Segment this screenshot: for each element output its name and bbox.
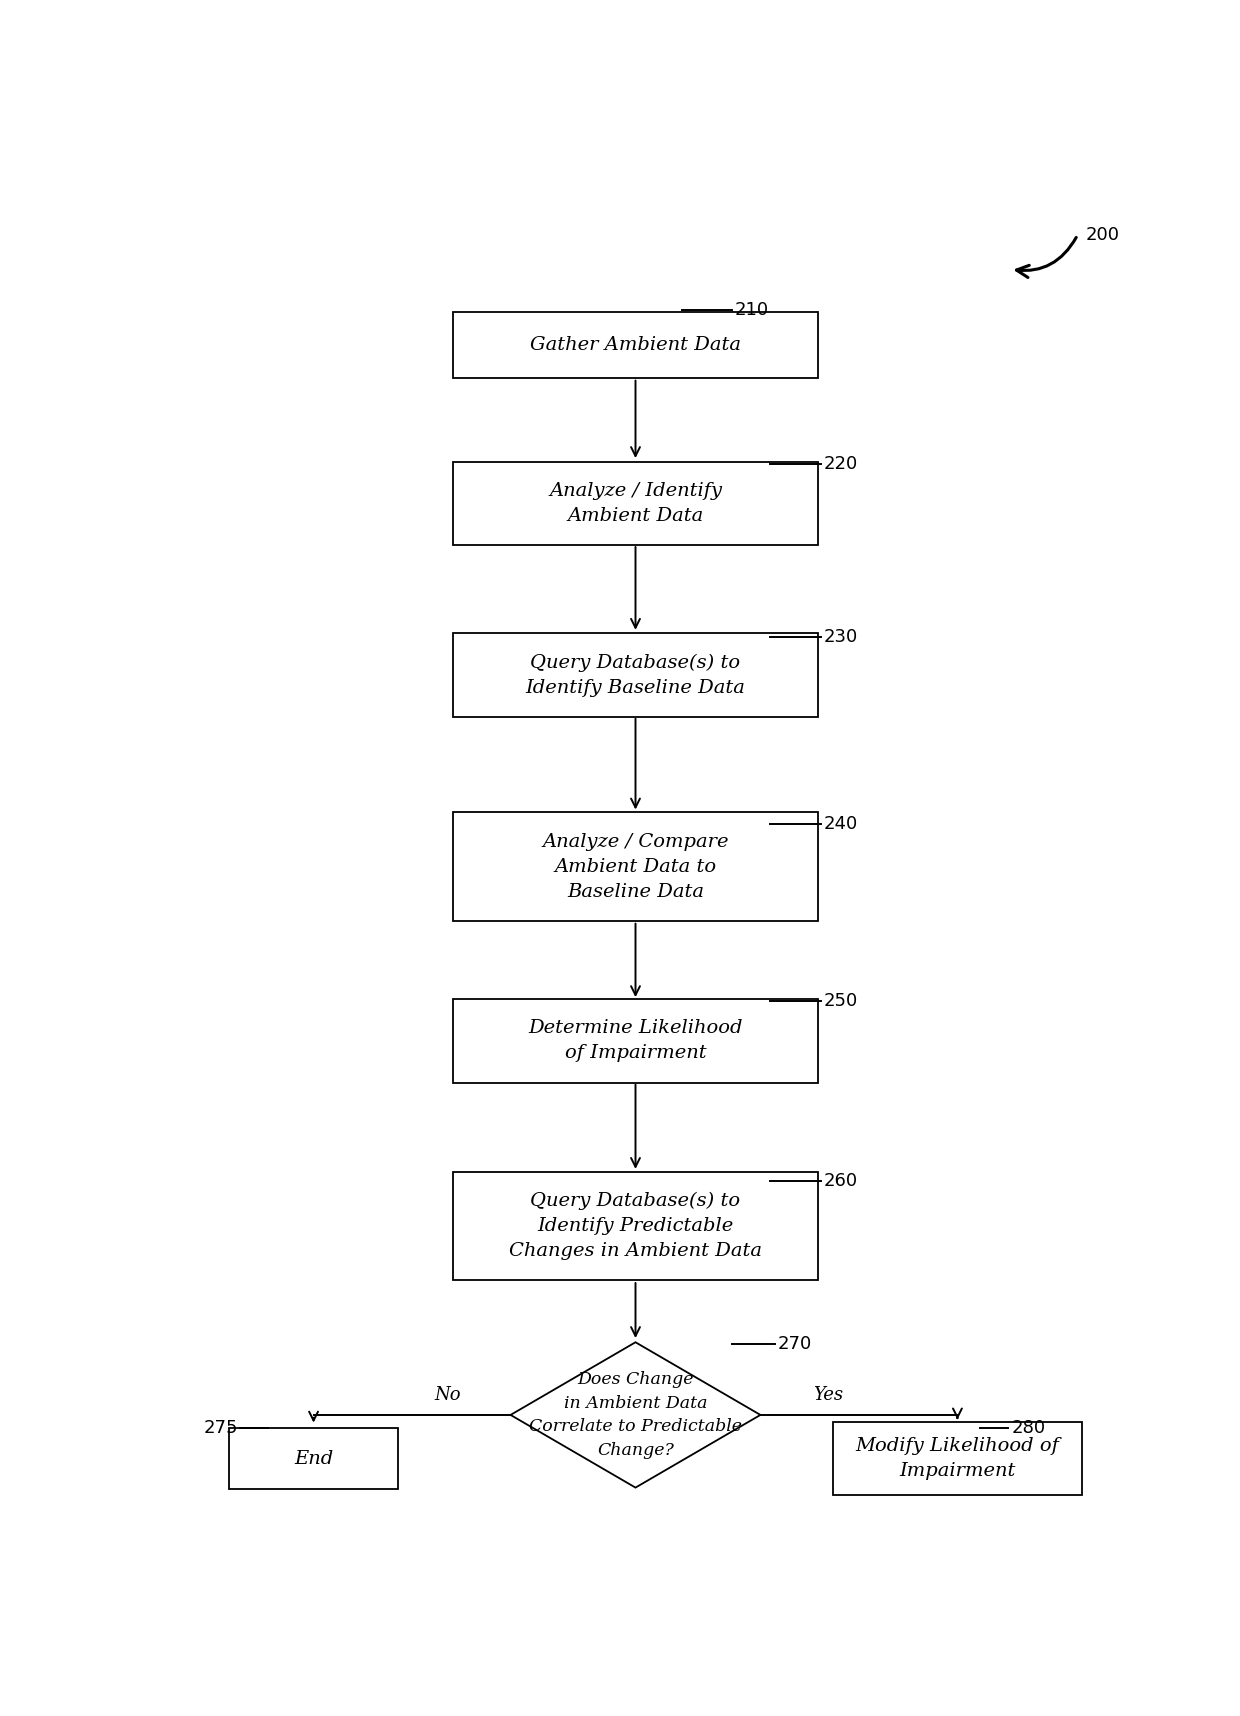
Text: Analyze / Identify
Ambient Data: Analyze / Identify Ambient Data [549,482,722,525]
Text: Analyze / Compare
Ambient Data to
Baseline Data: Analyze / Compare Ambient Data to Baseli… [542,832,729,901]
Text: Gather Ambient Data: Gather Ambient Data [529,336,742,353]
FancyBboxPatch shape [453,812,818,921]
FancyBboxPatch shape [832,1423,1083,1495]
Text: Query Database(s) to
Identify Predictable
Changes in Ambient Data: Query Database(s) to Identify Predictabl… [508,1193,763,1260]
Text: 230: 230 [823,628,858,645]
Text: 240: 240 [823,815,858,834]
Text: 210: 210 [734,302,769,319]
Text: 280: 280 [1012,1419,1045,1436]
Text: Yes: Yes [812,1387,843,1404]
FancyBboxPatch shape [453,999,818,1083]
Text: 220: 220 [823,455,858,472]
Text: 260: 260 [823,1172,858,1191]
FancyBboxPatch shape [453,312,818,378]
FancyBboxPatch shape [229,1428,398,1489]
Text: Determine Likelihood
of Impairment: Determine Likelihood of Impairment [528,1019,743,1062]
Text: No: No [435,1387,461,1404]
Text: 200: 200 [1085,227,1120,244]
Text: 250: 250 [823,992,858,1011]
Polygon shape [511,1342,760,1488]
FancyBboxPatch shape [453,462,818,546]
FancyBboxPatch shape [453,633,818,717]
Text: End: End [294,1450,334,1467]
Text: Does Change
in Ambient Data
Correlate to Predictable
Change?: Does Change in Ambient Data Correlate to… [529,1371,742,1459]
Text: 270: 270 [777,1335,812,1352]
Text: Modify Likelihood of
Impairment: Modify Likelihood of Impairment [856,1436,1059,1479]
Text: Query Database(s) to
Identify Baseline Data: Query Database(s) to Identify Baseline D… [526,654,745,697]
FancyBboxPatch shape [453,1172,818,1280]
Text: 275: 275 [205,1419,238,1436]
